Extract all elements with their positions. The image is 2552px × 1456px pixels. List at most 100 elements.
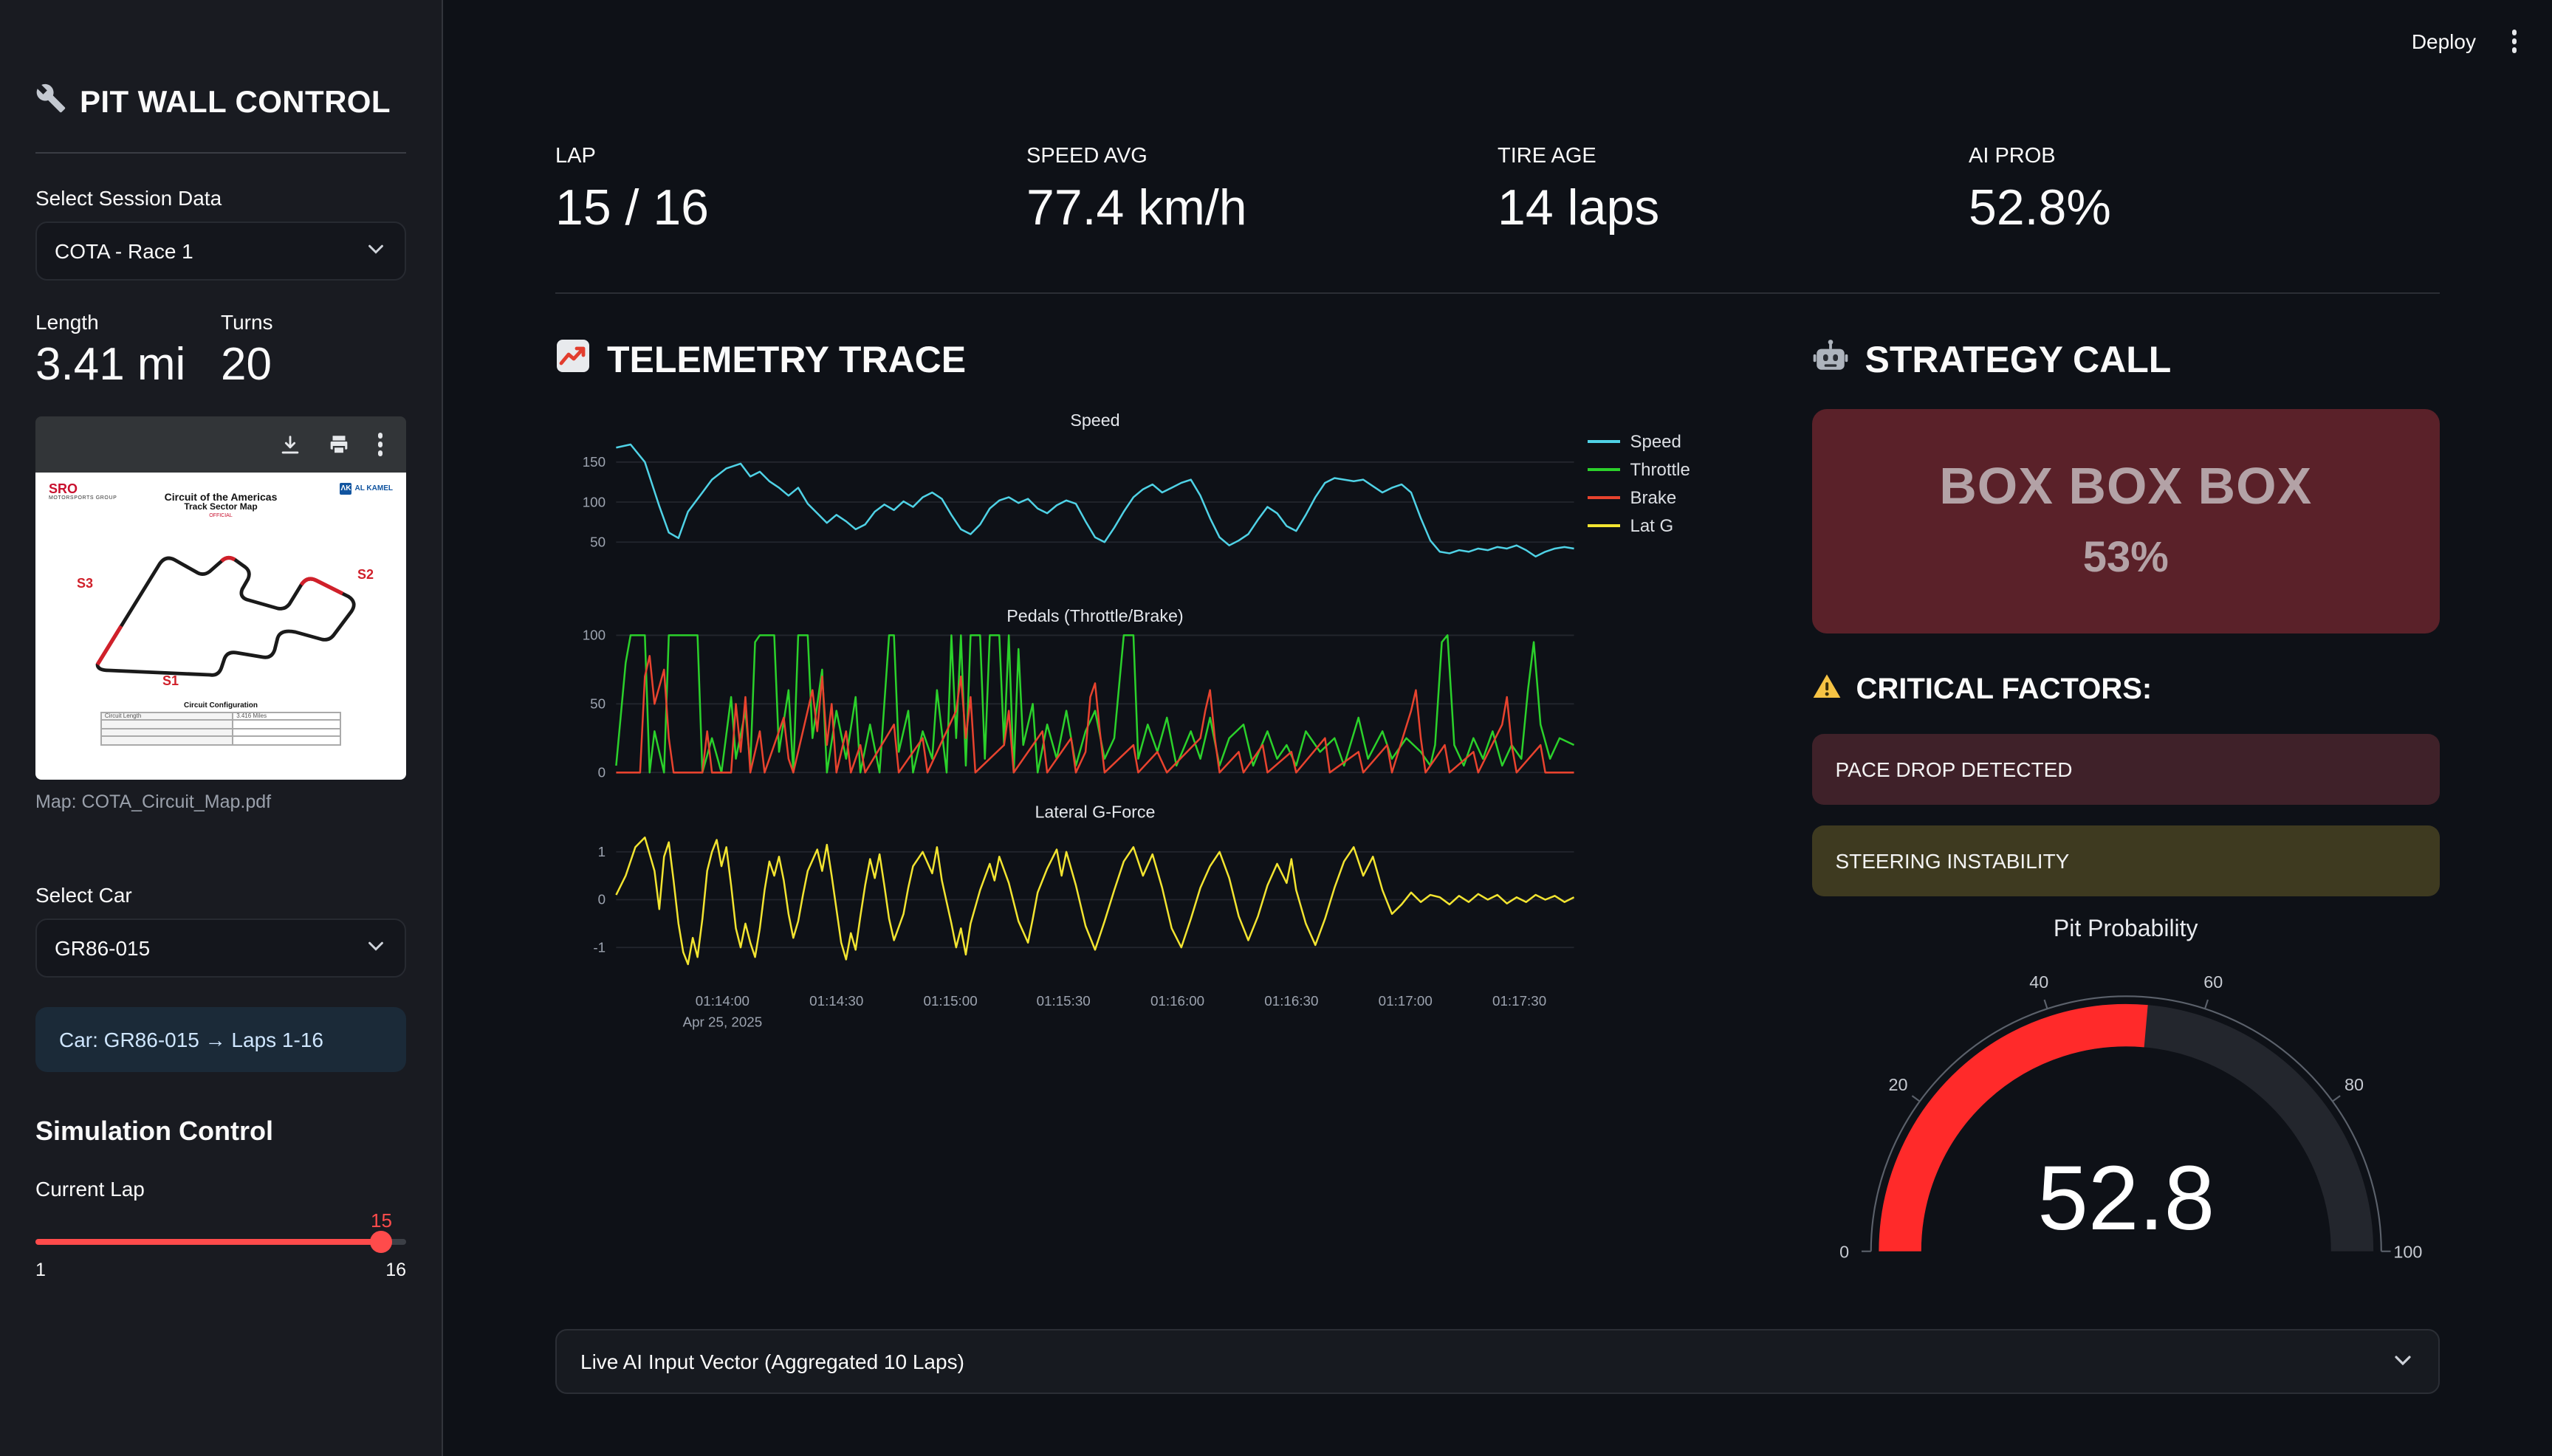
session-select-value: COTA - Race 1: [55, 239, 193, 263]
menu-icon[interactable]: [2508, 27, 2520, 56]
download-icon[interactable]: [277, 432, 302, 457]
strategy-call-box: BOX BOX BOX 53%: [1811, 408, 2440, 633]
warning-icon: [1811, 671, 1841, 710]
telemetry-chart[interactable]: Speed 50 100 150 Pedals (Throttle/Brake) 0 50 1…: [555, 407, 1587, 1044]
factor-pace-drop: PACE DROP DETECTED: [1811, 733, 2440, 805]
car-select[interactable]: GR86-015: [35, 918, 406, 978]
chart-icon: [555, 337, 591, 383]
metric-speed-avg: SPEED AVG 77.4 km/h: [1026, 145, 1498, 236]
slider-thumb[interactable]: [370, 1231, 393, 1254]
legend-item[interactable]: Speed: [1587, 430, 1717, 451]
track-map: S1 S2 S3: [76, 555, 373, 687]
legend-item[interactable]: Lat G: [1587, 515, 1717, 535]
svg-text:01:15:00: 01:15:00: [924, 992, 978, 1008]
svg-text:100: 100: [583, 627, 606, 642]
metric-value: 14 laps: [1498, 180, 1660, 236]
app-header: Deploy: [443, 0, 2552, 83]
metric-length: Length 3.41 mi: [35, 310, 221, 390]
legend-swatch: [1587, 495, 1620, 499]
factor-steering: STEERING INSTABILITY: [1811, 825, 2440, 896]
telemetry-chart-wrap: Speed 50 100 150 Pedals (Throttle/Brake) 0 50 1…: [555, 407, 1717, 1044]
current-lap-label: Current Lap: [35, 1177, 145, 1201]
strategy-heading-text: STRATEGY CALL: [1865, 340, 2172, 382]
strategy-heading: STRATEGY CALL: [1811, 337, 2440, 385]
svg-text:1: 1: [598, 843, 606, 859]
legend-swatch: [1587, 439, 1620, 443]
pit-probability-gauge: 0 20 40 60 80 100 52.8: [1811, 943, 2440, 1279]
ai-vector-expander[interactable]: Live AI Input Vector (Aggregated 10 Laps…: [555, 1329, 2440, 1395]
telemetry-heading-text: TELEMETRY TRACE: [607, 339, 967, 381]
svg-text:Speed: Speed: [1070, 410, 1119, 429]
legend-item[interactable]: Throttle: [1587, 459, 1717, 479]
gauge-title: Pit Probability: [2053, 916, 2198, 942]
metric-label: LAP: [555, 145, 596, 168]
session-select[interactable]: COTA - Race 1: [35, 222, 406, 281]
metrics-row: LAP 15 / 16 SPEED AVG 77.4 km/h TIRE AGE…: [555, 145, 2440, 236]
svg-text:Apr 25, 2025: Apr 25, 2025: [683, 1014, 763, 1029]
metric-ai-prob: AI PROB 52.8%: [1969, 145, 2440, 236]
svg-text:Pedals (Throttle/Brake): Pedals (Throttle/Brake): [1006, 606, 1183, 625]
chevron-down-icon: [365, 935, 387, 961]
slider-value: 15: [371, 1209, 392, 1232]
metric-value: 52.8%: [1969, 180, 2111, 236]
metric-length-label: Length: [35, 310, 99, 334]
legend-label: Brake: [1630, 487, 1677, 508]
sector-s3-label: S3: [76, 575, 92, 590]
svg-text:01:16:30: 01:16:30: [1264, 992, 1318, 1008]
main-content: LAP 15 / 16 SPEED AVG 77.4 km/h TIRE AGE…: [555, 0, 2440, 1395]
pdf-config-table: Circuit Length 3.416 Miles: [100, 711, 342, 746]
wrench-icon: [35, 83, 66, 123]
pdf-doc-subtitle: Track Sector Map: [184, 503, 258, 512]
track-stats: Length 3.41 mi Turns 20: [35, 310, 406, 390]
svg-text:0: 0: [598, 764, 606, 780]
legend-swatch: [1587, 467, 1620, 471]
car-info-box: Car: GR86-015 → Laps 1-16: [35, 1007, 406, 1073]
lap-slider: 15 1 16: [35, 1209, 406, 1281]
sector-s2-label: S2: [357, 566, 373, 581]
critical-factors-heading-text: CRITICAL FACTORS:: [1856, 673, 2153, 707]
legend-label: Lat G: [1630, 515, 1674, 536]
svg-text:50: 50: [590, 534, 606, 549]
pdf-caption: Map: COTA_Circuit_Map.pdf: [35, 791, 272, 813]
pdf-doc-note: OFFICIAL: [209, 512, 233, 518]
svg-text:01:15:30: 01:15:30: [1037, 992, 1091, 1008]
svg-text:100: 100: [2393, 1242, 2422, 1261]
metric-label: SPEED AVG: [1026, 145, 1148, 168]
svg-text:150: 150: [583, 453, 606, 469]
pdf-config-title: Circuit Configuration: [184, 701, 258, 710]
svg-text:80: 80: [2345, 1074, 2364, 1093]
sidebar: PIT WALL CONTROL Select Session Data COT…: [0, 0, 443, 1456]
slider-track[interactable]: [35, 1231, 406, 1254]
svg-text:-1: -1: [593, 939, 606, 955]
chart-legend: Speed Throttle Brake Lat G: [1587, 407, 1717, 543]
svg-text:40: 40: [2029, 972, 2048, 992]
pdf-page-header: SRO MOTORSPORTS GROUP ΛK AL KAMEL: [49, 482, 393, 501]
deploy-button[interactable]: Deploy: [2411, 30, 2476, 53]
sidebar-divider: [35, 152, 406, 154]
slider-min: 1: [35, 1260, 46, 1281]
telemetry-section: TELEMETRY TRACE Speed 50 100 150 Pedals (Thr…: [555, 332, 1717, 1044]
pdf-page[interactable]: SRO MOTORSPORTS GROUP ΛK AL KAMEL Circui…: [35, 473, 406, 780]
sector-s1-label: S1: [162, 673, 178, 687]
critical-factors-heading: CRITICAL FACTORS:: [1811, 671, 2440, 710]
chevron-down-icon: [365, 238, 387, 264]
print-icon[interactable]: [326, 432, 351, 457]
metric-label: AI PROB: [1969, 145, 2056, 168]
slider-fill: [35, 1239, 382, 1246]
svg-text:100: 100: [583, 494, 606, 509]
chevron-down-icon: [2391, 1347, 2415, 1376]
pdf-toolbar: [35, 416, 406, 473]
metric-lap: LAP 15 / 16: [555, 145, 1026, 236]
metric-turns-label: Turns: [221, 310, 273, 334]
legend-item[interactable]: Brake: [1587, 487, 1717, 507]
main-area: Deploy LAP 15 / 16 SPEED AVG 77.4 km/h T…: [443, 0, 2552, 1456]
robot-icon: [1811, 337, 1848, 385]
alkamel-logo: ΛK AL KAMEL: [340, 483, 393, 495]
sim-control-header: Simulation Control: [35, 1116, 273, 1147]
slider-max: 16: [385, 1260, 406, 1281]
app-title: PIT WALL CONTROL: [35, 83, 406, 123]
svg-text:60: 60: [2203, 972, 2223, 992]
kebab-icon[interactable]: [374, 430, 385, 459]
svg-text:Lateral G-Force: Lateral G-Force: [1035, 802, 1155, 821]
